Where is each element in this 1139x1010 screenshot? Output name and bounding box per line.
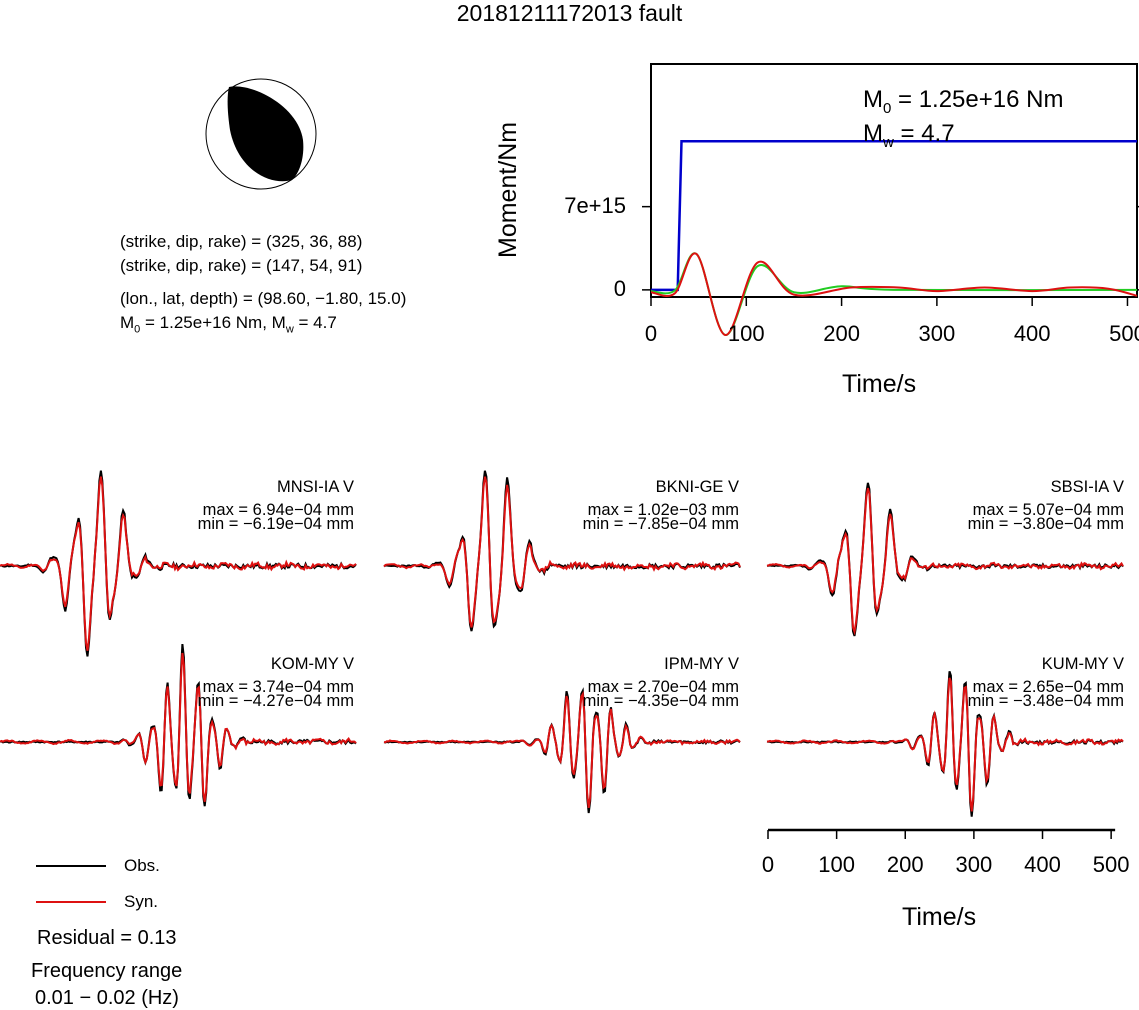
frequency-range-value: 0.01 − 0.02 (Hz) bbox=[35, 987, 179, 1009]
waveform-x-tick-label: 500 bbox=[1092, 852, 1130, 877]
trace-station-label: KUM-MY V bbox=[1041, 655, 1124, 673]
legend-lines bbox=[36, 865, 106, 903]
waveform-x-tick-label: 100 bbox=[818, 852, 855, 877]
waveform-traces bbox=[0, 470, 1124, 817]
moment-series-2 bbox=[650, 252, 1138, 336]
syn-trace-mnsi-ia-v bbox=[0, 476, 357, 651]
trace-min-label: min = −7.85e−04 mm bbox=[582, 515, 739, 533]
moment-x-tick-label: 400 bbox=[1013, 321, 1051, 346]
moment-mw-label: Mw = 4.7 bbox=[863, 120, 955, 151]
residual-value: Residual = 0.13 bbox=[37, 927, 177, 949]
nodal-plane-2: (strike, dip, rake) = (147, 54, 91) bbox=[120, 256, 363, 275]
moment-y-tick-label: 7e+15 bbox=[564, 192, 626, 218]
legend-obs-label: Obs. bbox=[124, 856, 160, 875]
trace-station-label: SBSI-IA V bbox=[1050, 478, 1124, 496]
trace-station-label: MNSI-IA V bbox=[276, 478, 354, 496]
waveform-x-tick-label: 400 bbox=[1024, 852, 1061, 877]
trace-min-label: min = −3.80e−04 mm bbox=[967, 515, 1124, 533]
trace-max-label: max = 6.94e−04 mm bbox=[202, 501, 354, 519]
hypocenter-location: (lon., lat, depth) = (98.60, −1.80, 15.0… bbox=[120, 289, 407, 308]
trace-min-label: min = −4.27e−04 mm bbox=[197, 692, 354, 710]
trace-station-label: KOM-MY V bbox=[270, 655, 354, 673]
trace-max-label: max = 5.07e−04 mm bbox=[972, 501, 1124, 519]
trace-min-label: min = −6.19e−04 mm bbox=[197, 515, 354, 533]
moment-series-1 bbox=[650, 252, 1138, 336]
trace-station-label: IPM-MY V bbox=[664, 655, 739, 673]
moment-y-tick-label: 0 bbox=[613, 275, 626, 301]
trace-max-label: max = 1.02e−03 mm bbox=[587, 501, 739, 519]
trace-min-label: min = −3.48e−04 mm bbox=[967, 692, 1124, 710]
moment-series-0 bbox=[651, 140, 1137, 292]
moment-m0-label: M0 = 1.25e+16 Nm bbox=[863, 86, 1064, 117]
moment-rate-plot bbox=[642, 63, 1139, 336]
legend-syn-label: Syn. bbox=[124, 892, 159, 911]
syn-trace-bkni-ge-v bbox=[383, 476, 741, 628]
moment-y-axis-label: Moment/Nm bbox=[494, 121, 522, 258]
moment-x-tick-label: 500 bbox=[1109, 321, 1139, 346]
obs-trace-mnsi-ia-v bbox=[0, 470, 357, 657]
frequency-range-title: Frequency range bbox=[31, 960, 183, 982]
syn-trace-sbsi-ia-v bbox=[766, 487, 1124, 636]
syn-trace-kum-my-v bbox=[766, 677, 1124, 812]
moment-x-axis-label: Time/s bbox=[842, 370, 917, 398]
moment-x-tick-label: 0 bbox=[644, 321, 658, 346]
beachball bbox=[205, 78, 317, 190]
moment-plot-frame bbox=[650, 63, 1138, 298]
beachball-compression-quadrant bbox=[227, 86, 304, 182]
syn-trace-ipm-my-v bbox=[383, 690, 741, 809]
page-title: 20181211172013 fault bbox=[456, 0, 683, 26]
trace-station-label: BKNI-GE V bbox=[655, 478, 739, 496]
moment-x-tick-label: 200 bbox=[823, 321, 860, 346]
waveform-x-tick-label: 300 bbox=[955, 852, 993, 877]
waveform-x-tick-label: 200 bbox=[886, 852, 924, 877]
moment-x-tick-label: 100 bbox=[727, 321, 765, 346]
trace-max-label: max = 3.74e−04 mm bbox=[202, 678, 354, 696]
waveform-x-tick-label: 0 bbox=[761, 852, 775, 877]
nodal-plane-1: (strike, dip, rake) = (325, 36, 88) bbox=[120, 232, 363, 251]
trace-min-label: min = −4.35e−04 mm bbox=[582, 692, 739, 710]
trace-max-label: max = 2.65e−04 mm bbox=[972, 678, 1124, 696]
trace-max-label: max = 2.70e−04 mm bbox=[587, 678, 739, 696]
waveform-x-axis-label: Time/s bbox=[902, 903, 977, 931]
moment-magnitude-info: M0 = 1.25e+16 Nm, Mw = 4.7 bbox=[120, 313, 337, 336]
syn-trace-kom-my-v bbox=[0, 652, 357, 802]
waveform-time-axis bbox=[767, 828, 1116, 839]
moment-x-tick-label: 300 bbox=[918, 321, 956, 346]
